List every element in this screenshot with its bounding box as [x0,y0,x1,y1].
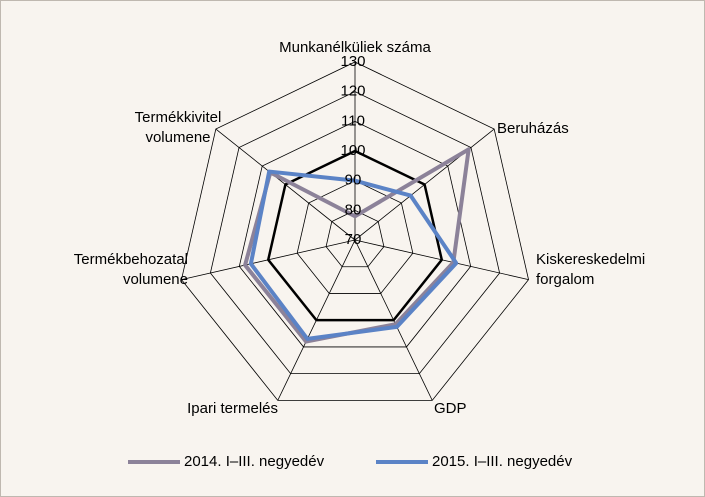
grid-line [238,120,472,348]
grid-line [296,180,414,294]
grid-line [181,61,529,401]
tick-label: 120 [340,83,365,100]
category-label: Termékkivitel volumene [135,109,222,146]
category-label: Beruházás [497,120,569,137]
category-label: GDP [434,400,467,417]
tick-label: 110 [341,112,365,129]
grid-line [209,91,501,375]
grid-line [325,209,385,268]
tick-label: 100 [340,142,365,159]
tick-label: 130 [340,53,365,70]
category-label: Ipari termelés [187,400,278,417]
tick-label: 80 [345,201,362,218]
series-line [248,169,459,341]
legend-label: 2014. I–III. negyedév [184,453,325,470]
category-label: Kiskereskedelmi forgalom [536,251,645,288]
category-label: Munkanélküliek száma [279,39,431,56]
tick-label: 70 [345,231,362,248]
category-label: Termékbehozatal volumene [74,251,188,288]
tick-label: 90 [345,172,362,189]
legend-label: 2015. I–III. negyedév [432,453,573,470]
reference-line [266,149,444,322]
